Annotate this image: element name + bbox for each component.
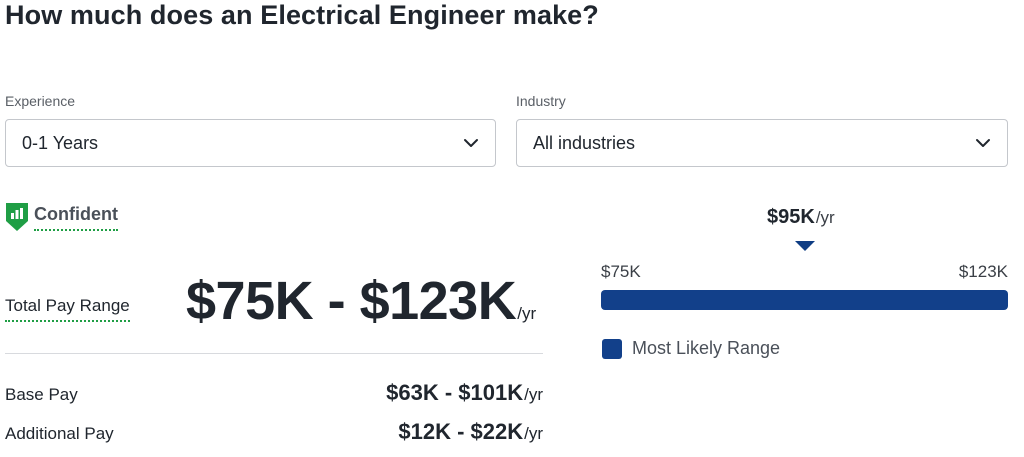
industry-value: All industries — [533, 132, 636, 153]
experience-label: Experience — [5, 93, 76, 109]
additional-pay-row: Additional Pay $12K - $22K /yr — [5, 419, 543, 445]
additional-pay-label: Additional Pay — [5, 424, 114, 443]
median-pay: $95K /yr — [767, 206, 835, 229]
legend-swatch — [602, 338, 622, 359]
range-high-label: $123K — [958, 262, 1008, 281]
range-low-label: $75K — [601, 262, 641, 281]
industry-label: Industry — [516, 93, 566, 109]
median-pay-amount: $95K — [767, 206, 815, 228]
base-pay-row: Base Pay $63K - $101K /yr — [5, 380, 543, 406]
experience-select[interactable]: 0-1 Years — [5, 119, 496, 167]
total-pay-range: $75K - $123K /yr — [186, 270, 536, 332]
median-pay-unit: /yr — [815, 208, 835, 227]
range-legend: Most Likely Range — [602, 338, 780, 359]
divider — [5, 353, 543, 354]
page-title: How much does an Electrical Engineer mak… — [5, 0, 599, 30]
experience-value: 0-1 Years — [22, 132, 99, 153]
most-likely-range-bar — [601, 290, 1008, 310]
confidence-label: Confident — [34, 204, 118, 231]
confidence-indicator[interactable]: Confident — [5, 202, 118, 232]
total-pay-amount: $75K - $123K — [186, 271, 517, 331]
base-pay-amount: $63K - $101K — [386, 380, 524, 405]
bar-chart-shield-icon — [5, 202, 29, 232]
base-pay-unit: /yr — [524, 385, 543, 404]
total-pay-unit: /yr — [517, 304, 537, 323]
industry-select[interactable]: All industries — [516, 119, 1008, 167]
legend-label: Most Likely Range — [632, 338, 781, 358]
additional-pay-value: $12K - $22K /yr — [398, 419, 543, 445]
additional-pay-amount: $12K - $22K — [398, 419, 524, 444]
chevron-down-icon — [463, 135, 479, 151]
total-pay-label[interactable]: Total Pay Range — [5, 296, 130, 322]
median-marker-icon — [795, 241, 815, 251]
chevron-down-icon — [975, 135, 991, 151]
additional-pay-unit: /yr — [524, 424, 543, 443]
base-pay-value: $63K - $101K /yr — [386, 380, 543, 406]
base-pay-label: Base Pay — [5, 385, 78, 404]
